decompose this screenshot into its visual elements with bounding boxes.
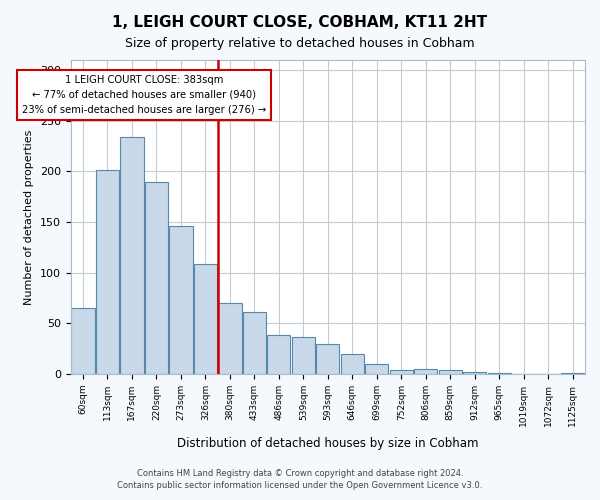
Bar xyxy=(316,344,340,374)
Bar xyxy=(389,370,413,374)
Bar xyxy=(169,226,193,374)
Bar xyxy=(194,264,217,374)
Text: 1 LEIGH COURT CLOSE: 383sqm
← 77% of detached houses are smaller (940)
23% of se: 1 LEIGH COURT CLOSE: 383sqm ← 77% of det… xyxy=(22,75,266,115)
X-axis label: Distribution of detached houses by size in Cobham: Distribution of detached houses by size … xyxy=(177,437,479,450)
Bar xyxy=(267,334,290,374)
Bar xyxy=(96,170,119,374)
Bar xyxy=(145,182,168,374)
Bar xyxy=(365,364,388,374)
Text: 1, LEIGH COURT CLOSE, COBHAM, KT11 2HT: 1, LEIGH COURT CLOSE, COBHAM, KT11 2HT xyxy=(112,15,488,30)
Bar xyxy=(463,372,487,374)
Bar xyxy=(292,336,315,374)
Text: Size of property relative to detached houses in Cobham: Size of property relative to detached ho… xyxy=(125,38,475,51)
Bar xyxy=(218,303,242,374)
Bar xyxy=(120,137,143,374)
Bar xyxy=(414,369,437,374)
Text: Contains HM Land Registry data © Crown copyright and database right 2024.
Contai: Contains HM Land Registry data © Crown c… xyxy=(118,468,482,490)
Bar xyxy=(439,370,462,374)
Bar xyxy=(488,373,511,374)
Bar xyxy=(71,308,95,374)
Bar xyxy=(561,373,584,374)
Bar xyxy=(341,354,364,374)
Y-axis label: Number of detached properties: Number of detached properties xyxy=(24,130,34,304)
Bar xyxy=(243,312,266,374)
